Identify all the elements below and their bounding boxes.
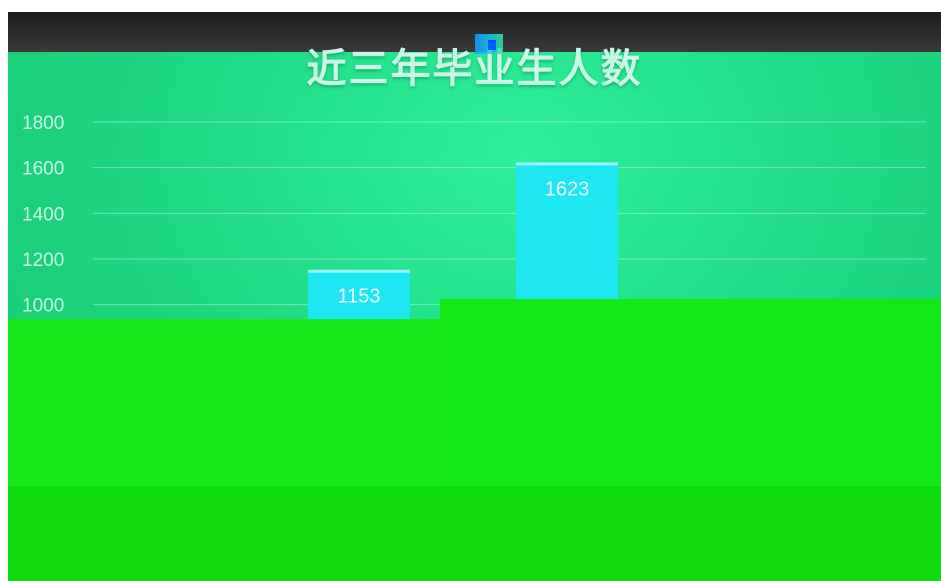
- chart-frame: 020040060080010001200140016001800 260115…: [8, 12, 941, 581]
- y-tick-label: 1000: [22, 296, 64, 317]
- chart-title: 近三年毕业生人数: [306, 46, 643, 92]
- y-tick-label: 1200: [22, 250, 64, 271]
- data-label: 1153: [337, 286, 380, 308]
- y-tick-label: 1400: [22, 204, 64, 225]
- y-tick-label: 1600: [22, 159, 64, 180]
- data-label: 1623: [545, 178, 590, 200]
- decorative-glitch: [488, 40, 496, 50]
- overlay-block: [8, 486, 941, 581]
- top-bar: [8, 12, 941, 52]
- bar-highlight: [516, 162, 618, 166]
- y-tick-label: 1800: [22, 113, 64, 134]
- bar-highlight: [308, 269, 410, 273]
